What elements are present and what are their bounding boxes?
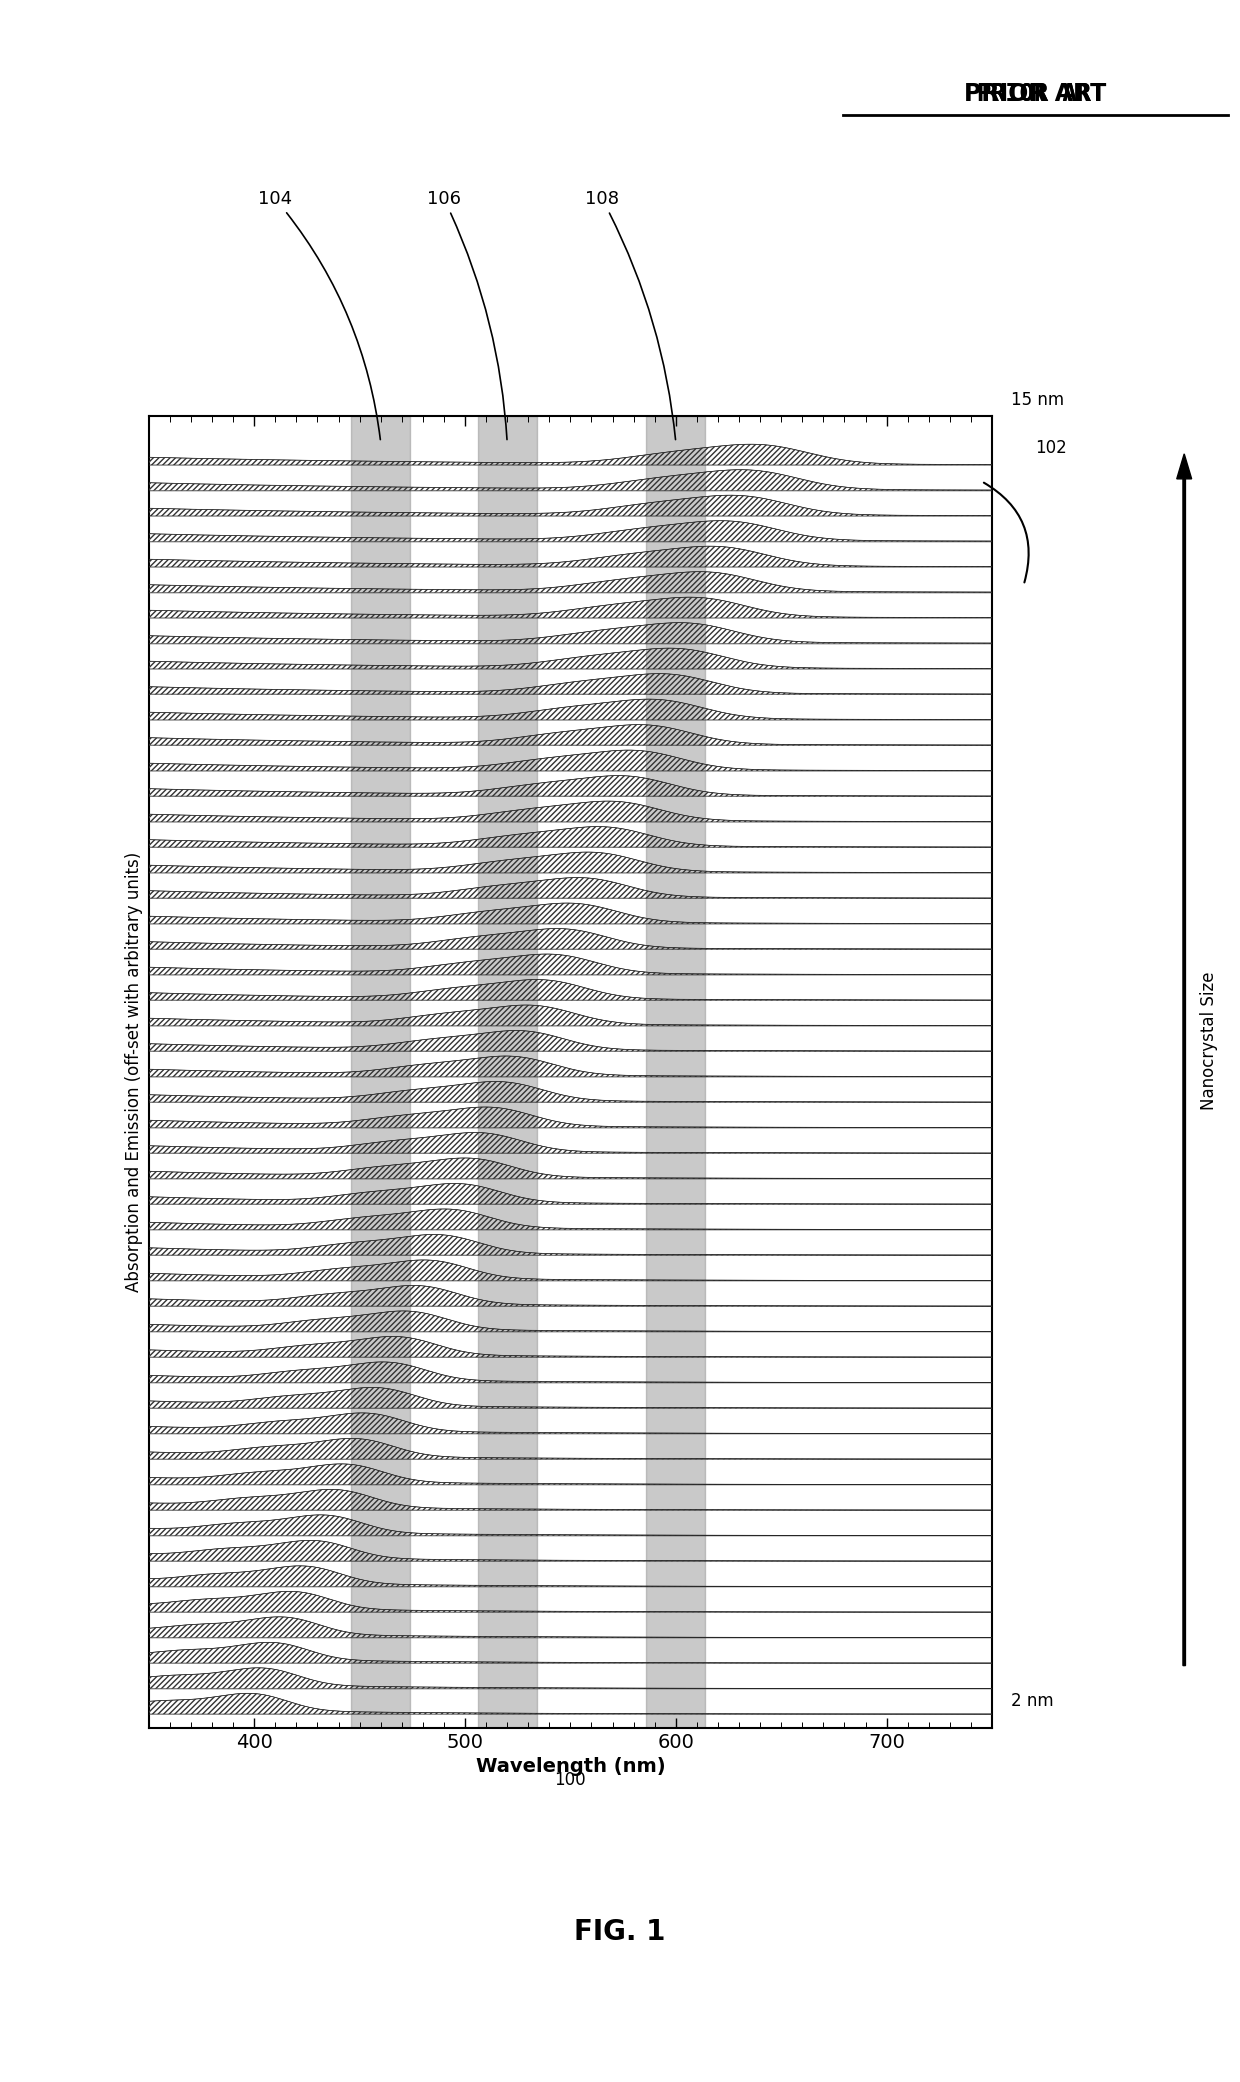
- Text: PRIOR ART: PRIOR ART: [977, 81, 1106, 106]
- Text: 108: 108: [585, 189, 676, 439]
- Bar: [646, 416, 706, 1728]
- Y-axis label: Absorption and Emission (off-set with arbitrary units): Absorption and Emission (off-set with ar…: [125, 852, 144, 1293]
- Bar: [351, 416, 410, 1728]
- Text: 2 nm: 2 nm: [1011, 1693, 1053, 1709]
- Text: 102: 102: [1035, 439, 1068, 456]
- Text: Nanocrystal Size: Nanocrystal Size: [1200, 972, 1218, 1110]
- X-axis label: Wavelength (nm): Wavelength (nm): [476, 1757, 665, 1776]
- Text: 15 nm: 15 nm: [1011, 391, 1064, 408]
- Text: PRIOR ART: PRIOR ART: [965, 81, 1106, 106]
- Text: 100: 100: [554, 1772, 587, 1788]
- Bar: [477, 416, 537, 1728]
- Text: FIG. 1: FIG. 1: [574, 1918, 666, 1947]
- Text: 104: 104: [258, 189, 381, 439]
- Text: PRIOR ART: PRIOR ART: [977, 81, 1106, 106]
- Text: 106: 106: [427, 189, 507, 439]
